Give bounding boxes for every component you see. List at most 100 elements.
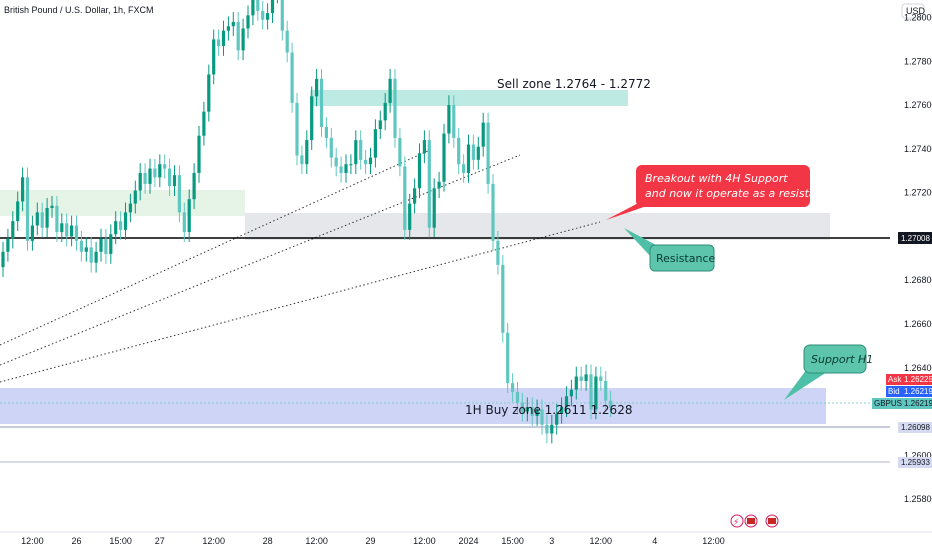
bid-tag-label-box: [886, 386, 902, 397]
time-tick-label: 12:00: [702, 536, 725, 546]
candle-body: [192, 172, 196, 200]
lightning-event-icon[interactable]: [730, 514, 744, 528]
breakout-callout-line1: Breakout with 4H Support: [645, 172, 788, 185]
candle-body: [246, 15, 250, 29]
candle-body: [256, 0, 260, 11]
candle-body: [172, 175, 177, 187]
candle-body: [305, 140, 309, 165]
candle-body: [584, 374, 588, 381]
candle-body: [599, 376, 603, 381]
candle-body: [550, 424, 554, 434]
candle-body: [290, 52, 294, 103]
candle-body: [452, 105, 456, 138]
price-ticks: 1.28000 1.27800 1.27600 1.27400 1.27200 1.268…: [904, 13, 932, 505]
candle-body: [65, 223, 69, 237]
candle-body: [236, 21, 240, 51]
candle-body: [89, 247, 93, 263]
price-tick-label: 1.26400: [904, 363, 932, 373]
candle-body: [207, 74, 211, 112]
candle-body: [197, 135, 201, 173]
candle-body: [462, 164, 466, 173]
candle-body: [280, 0, 284, 31]
candle-body: [324, 126, 328, 138]
candle-body: [413, 188, 417, 204]
resistance-callout-box: [649, 244, 715, 272]
time-tick-label: 4: [652, 536, 657, 546]
breakout-callout[interactable]: Breakout with 4H Support and now it oper…: [606, 165, 836, 220]
candle-body: [388, 78, 392, 103]
resistance-callout[interactable]: Resistance: [624, 228, 716, 272]
price-tick-label: 1.26600: [904, 319, 932, 329]
support-callout[interactable]: Support H1: [784, 344, 873, 400]
candle-body: [217, 39, 221, 46]
candle-body: [94, 251, 98, 263]
candle-body: [378, 120, 382, 130]
candle-body: [109, 234, 113, 254]
lightning-event-glyph: ⚡: [733, 518, 739, 528]
candle-body: [481, 122, 485, 147]
candle-body: [609, 400, 613, 408]
low1-tag-box: [898, 422, 932, 433]
candle-body: [339, 166, 343, 173]
time-tick-label: 12:00: [413, 536, 436, 546]
candle-body: [55, 205, 59, 233]
candle-body: [466, 144, 471, 173]
trend-line-2: [0, 154, 521, 366]
time-axis[interactable]: 12:00 26 15:00 27 12:00 28 12:00 29 12:00 2024 15:…: [0, 531, 932, 546]
bid-tag-box: [902, 386, 932, 397]
candle-body: [168, 168, 172, 187]
plot-area[interactable]: [0, 0, 890, 532]
candle-body: [540, 409, 544, 425]
time-tick-label: 26: [71, 536, 81, 546]
candle-body: [25, 177, 30, 241]
candle-body: [530, 407, 534, 416]
us-flag-event-stripes-2: [768, 518, 776, 524]
candle-body: [231, 21, 235, 27]
time-tick-label: 27: [155, 536, 165, 546]
price-axis-background: [890, 0, 932, 532]
candle-body: [79, 240, 83, 252]
ask-tag-box: [902, 374, 932, 385]
candle-body: [187, 199, 191, 233]
candle-body: [515, 391, 520, 403]
economic-events[interactable]: ⚡: [730, 514, 779, 528]
candle-body: [251, 0, 255, 16]
support-callout-label: Support H1: [811, 353, 873, 366]
candle-body: [417, 153, 422, 189]
candle-body: [261, 10, 265, 20]
candle-body: [579, 376, 583, 381]
currency-label: USD: [906, 6, 926, 16]
candle-body: [545, 424, 549, 434]
candle-body: [114, 221, 118, 235]
candle-body: [221, 30, 226, 46]
candle-body: [158, 164, 162, 178]
time-tick-label: 12:00: [202, 536, 225, 546]
candle-body: [506, 332, 510, 384]
breakout-callout-box: [636, 165, 810, 207]
candle-body: [40, 212, 44, 228]
last-tag-box: [902, 398, 932, 409]
candle-body: [398, 137, 402, 167]
candle-body: [437, 181, 441, 189]
price-axis[interactable]: USD 1.280001.278001.276001.274001.272001…: [872, 0, 932, 532]
time-tick-label: 2024: [458, 536, 478, 546]
candle-body: [560, 407, 564, 414]
sell-zone-label: Sell zone 1.2764 - 1.2772: [497, 77, 651, 91]
candle-body: [403, 166, 407, 230]
price-tick-label: 1.27800: [904, 56, 932, 66]
candle-body: [99, 238, 103, 252]
currency-button[interactable]: [901, 3, 925, 19]
candle-body: [564, 396, 569, 408]
candle-body: [569, 389, 573, 397]
sell-zone-band: [310, 90, 628, 106]
candle-body: [60, 223, 64, 233]
us-flag-event-stripes-1: [747, 518, 755, 524]
low2-tag-value: 1.25933: [901, 458, 930, 467]
candle-body: [138, 172, 142, 191]
candles: [1, 0, 613, 444]
bid-tag-value: 1.26219: [904, 387, 932, 396]
time-ticks: 12:00 26 15:00 27 12:00 28 12:00 29 12:00 2024 15:…: [21, 536, 725, 546]
price-tick-label: 1.26800: [904, 275, 932, 285]
candle-body: [447, 105, 451, 134]
